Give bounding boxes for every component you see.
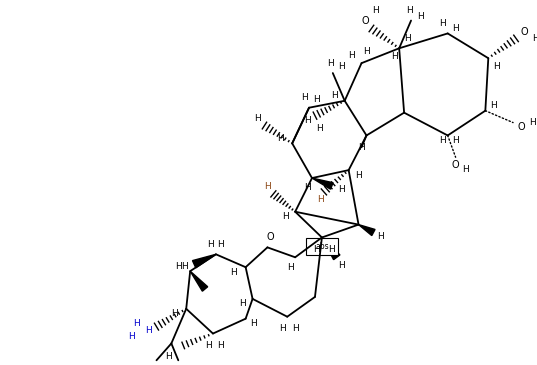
Text: O: O [362, 16, 369, 26]
Text: H: H [405, 6, 412, 15]
Text: abs: abs [315, 242, 329, 251]
Text: H: H [217, 341, 224, 350]
Text: O: O [520, 27, 528, 38]
Text: H: H [377, 232, 384, 241]
Text: H: H [264, 182, 271, 192]
Text: H: H [254, 114, 261, 123]
Text: H: H [128, 332, 135, 341]
Text: O: O [452, 160, 460, 170]
FancyBboxPatch shape [306, 238, 338, 255]
Text: H: H [282, 212, 288, 221]
Text: H: H [217, 240, 224, 249]
Text: H: H [287, 263, 294, 272]
Text: H: H [316, 124, 323, 133]
Text: H: H [277, 134, 284, 143]
Text: H: H [230, 268, 237, 277]
Text: H: H [304, 184, 310, 192]
Text: H: H [439, 19, 446, 28]
Text: H: H [165, 352, 172, 361]
Text: H: H [533, 34, 537, 43]
Text: H: H [328, 59, 334, 68]
Text: H: H [529, 118, 536, 127]
Text: H: H [490, 101, 497, 110]
Text: H: H [355, 170, 362, 180]
Text: H: H [404, 34, 410, 43]
Text: H: H [314, 245, 321, 254]
Text: H: H [338, 62, 345, 70]
Text: H: H [205, 341, 212, 350]
Text: H: H [349, 51, 355, 60]
Text: H: H [418, 12, 424, 21]
Text: H: H [439, 136, 446, 145]
Text: H: H [240, 299, 246, 308]
Text: H: H [452, 136, 459, 145]
Text: H: H [317, 195, 324, 204]
Text: H: H [279, 324, 286, 333]
Text: H: H [358, 143, 365, 152]
Text: H: H [493, 62, 499, 70]
Text: H: H [292, 324, 299, 333]
Polygon shape [322, 238, 340, 260]
Text: H: H [301, 93, 308, 102]
Text: H: H [133, 319, 140, 328]
Text: H: H [208, 240, 214, 249]
Text: H: H [175, 262, 182, 271]
Text: H: H [452, 24, 459, 33]
Text: H: H [171, 309, 178, 318]
Text: H: H [329, 245, 335, 254]
Text: H: H [338, 185, 345, 195]
Text: H: H [250, 319, 257, 328]
Text: O: O [517, 122, 525, 131]
Polygon shape [190, 271, 208, 291]
Text: H: H [372, 6, 379, 15]
Text: H: H [338, 261, 345, 270]
Polygon shape [192, 254, 216, 268]
Polygon shape [359, 224, 375, 235]
Text: H: H [391, 52, 397, 61]
Text: H: H [462, 165, 469, 174]
Polygon shape [312, 178, 333, 189]
Text: H: H [314, 95, 321, 104]
Text: H: H [331, 91, 338, 100]
Text: H: H [363, 47, 370, 56]
Text: H: H [304, 116, 310, 125]
Text: O: O [266, 233, 274, 242]
Text: H: H [181, 262, 187, 271]
Text: H: H [145, 326, 152, 335]
